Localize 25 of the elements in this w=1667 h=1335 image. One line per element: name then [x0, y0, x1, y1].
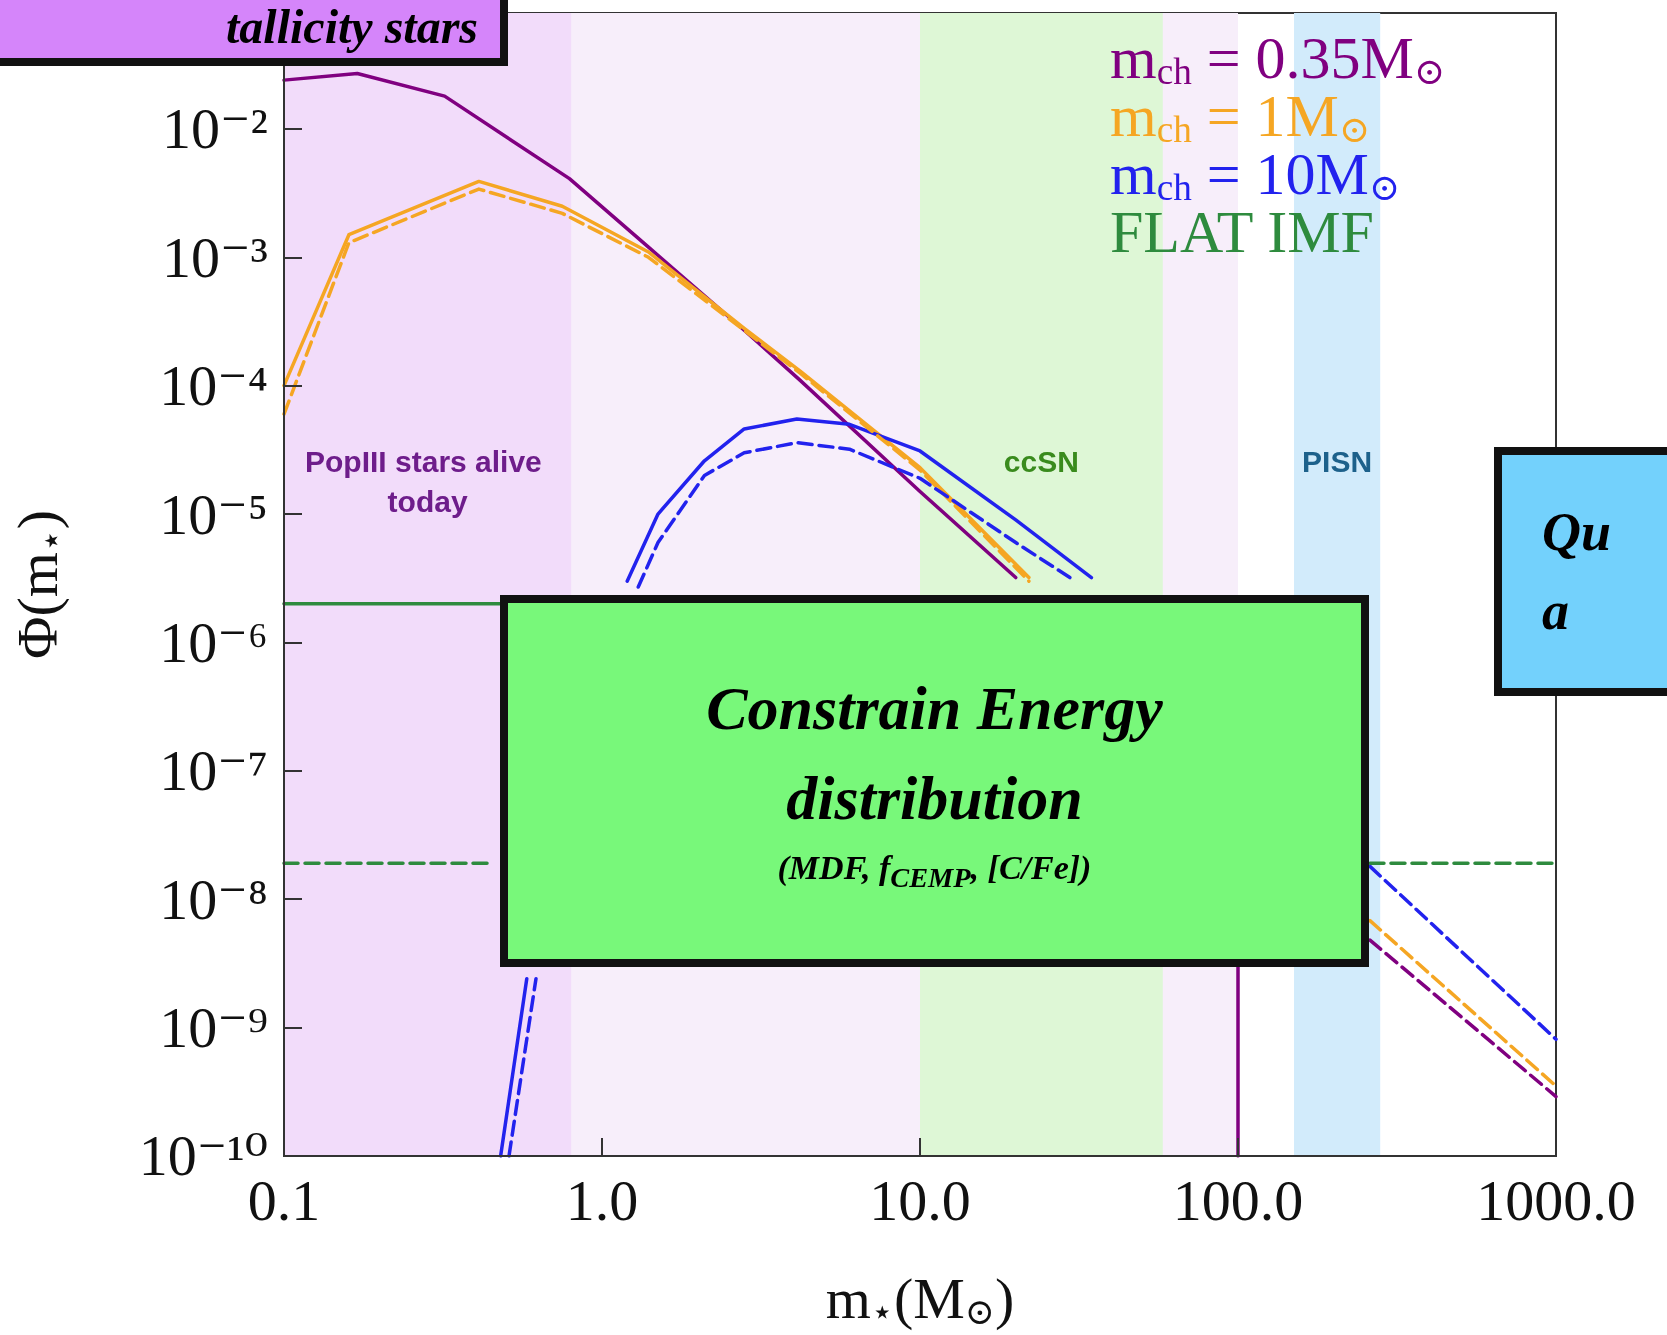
annotation: (MDF, f$_{CEMP}$, [C/Fe]) — [777, 848, 1092, 896]
x-tick-label: 100.0 — [1172, 1168, 1304, 1234]
annotation: Constrain Energy distribution — [705, 672, 1164, 834]
band-label: PISN — [1302, 444, 1373, 478]
callout-box: Qu a — [1494, 447, 1667, 696]
annotation: Qu — [1542, 501, 1612, 565]
y-tick-label: 10⁻⁸ — [159, 866, 268, 932]
x-tick-label: 1000.0 — [1476, 1168, 1636, 1234]
annotation: tallicity stars — [226, 0, 478, 56]
y-tick-label: 10⁻⁵ — [159, 481, 268, 547]
y-tick-label: 10⁻² — [161, 96, 268, 162]
y-tick-label: 10⁻⁷ — [159, 738, 268, 804]
band-label: ccSN — [1003, 444, 1079, 478]
band-label: PopIII stars alive today — [305, 444, 551, 518]
x-tick-label: 1.0 — [565, 1168, 639, 1234]
y-tick-label: 10⁻³ — [161, 224, 268, 290]
annotation: a — [1542, 579, 1569, 643]
y-tick-label: 10⁻⁹ — [159, 995, 268, 1061]
y-tick-label: 10⁻⁴ — [159, 353, 268, 419]
x-axis-title: m⋆(M⊙) — [825, 1266, 1015, 1332]
callout-box: Constrain Energy distribution (MDF, f$_{CEMP}$, [C/Fe]) — [500, 595, 1369, 967]
y-tick-label: 10⁻⁶ — [159, 609, 268, 675]
y-axis-title: Φ(m⋆) — [5, 509, 71, 660]
x-tick-label: 10.0 — [869, 1168, 971, 1234]
callout-box: tallicity stars — [0, 0, 508, 66]
